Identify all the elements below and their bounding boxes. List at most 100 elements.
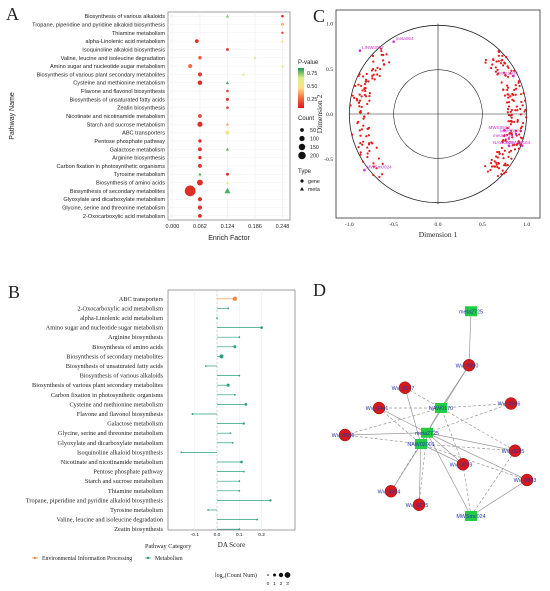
- pathway-label-b: Tropane, piperidine and pyridine alkaloi…: [26, 497, 164, 504]
- variable-point: [510, 116, 513, 119]
- variable-point: [351, 94, 354, 97]
- highlight-point: [363, 168, 366, 172]
- variable-point: [360, 105, 363, 109]
- network-edge: [344, 434, 422, 445]
- variable-point: [499, 62, 503, 65]
- variable-point: [517, 80, 521, 83]
- da-point: [232, 296, 237, 301]
- highlight-point: [507, 144, 511, 147]
- pathway-label-b: 2-Oxocarboxylic acid metabolism: [77, 305, 163, 312]
- da-point: [233, 345, 237, 349]
- count-legend-dot: [300, 128, 304, 132]
- variable-point: [375, 146, 378, 149]
- variable-point: [500, 81, 503, 84]
- variable-point: [490, 165, 494, 168]
- network-edge: [378, 407, 428, 434]
- x-tick-label-c: 0.5: [479, 222, 486, 228]
- meta-point: [280, 22, 285, 26]
- da-point: [227, 307, 230, 310]
- variable-point: [513, 88, 516, 92]
- variable-point: [360, 95, 363, 98]
- variable-point: [489, 161, 493, 165]
- variable-point: [372, 73, 375, 76]
- gene-point: [198, 56, 202, 60]
- pathway-label-b: Nicotinate and nicotinamide metabolism: [61, 459, 163, 466]
- variable-point: [510, 129, 513, 132]
- meta-point: [280, 64, 285, 68]
- gene-point: [194, 39, 199, 44]
- highlight-label: meta064: [396, 36, 414, 41]
- type-gene-label: gene: [308, 179, 320, 185]
- variable-point: [360, 84, 363, 87]
- variable-point: [509, 149, 513, 152]
- highlight-point: [520, 144, 524, 147]
- type-gene-symbol: [300, 179, 304, 183]
- legend-env-dot: [33, 556, 37, 560]
- size-legend-dot: [267, 574, 269, 576]
- pathway-label: Galactose metabolism: [110, 147, 166, 153]
- variable-point: [486, 170, 490, 173]
- variable-point: [358, 99, 362, 102]
- x-tick-label-a: 0.186: [248, 224, 262, 230]
- variable-point: [378, 74, 381, 78]
- pathway-label: Arginine biosynthesis: [112, 156, 165, 162]
- node-label: Wv_3154: [378, 489, 401, 495]
- variable-point: [353, 96, 356, 99]
- variable-point: [516, 120, 519, 123]
- variable-point: [522, 92, 525, 95]
- variable-point: [492, 58, 495, 61]
- variable-point: [502, 157, 505, 160]
- pathway-label: Biosynthesis of secondary metabolites: [70, 189, 165, 195]
- variable-point: [357, 101, 361, 104]
- metabolite-node: [415, 439, 427, 449]
- legend-pvalue-title: P-value: [298, 60, 319, 66]
- variable-point: [368, 91, 371, 95]
- variable-point: [494, 66, 497, 69]
- variable-point: [514, 93, 517, 96]
- gene-node: [520, 473, 534, 487]
- x-tick-label-c: -0.5: [389, 222, 398, 228]
- variable-point: [519, 113, 522, 116]
- variable-point: [383, 63, 386, 66]
- variable-point: [358, 129, 361, 132]
- pathway-label: Isoquinoline alkaloid biosynthesis: [82, 47, 165, 53]
- da-point: [260, 326, 263, 329]
- variable-point: [365, 80, 368, 83]
- pathway-label: Glyoxylate and dicarboxylate metabolism: [63, 197, 165, 203]
- variable-point: [498, 50, 501, 54]
- network-edge: [468, 311, 472, 366]
- variable-point: [380, 47, 383, 50]
- highlight-point: [503, 128, 506, 132]
- variable-point: [519, 127, 522, 130]
- highlight-point: [358, 49, 362, 52]
- variable-point: [506, 163, 509, 167]
- variable-point: [507, 66, 510, 70]
- pathway-label: Nicotinate and nicotinamide metabolism: [66, 114, 165, 120]
- variable-point: [513, 148, 517, 151]
- x-tick-label-b: -0.1: [191, 532, 200, 538]
- network-edge: [426, 432, 464, 465]
- pathway-label: Zeatin biosynthesis: [117, 106, 165, 112]
- variable-point: [372, 60, 375, 63]
- legend-category-title: Pathway Category: [145, 543, 192, 550]
- y-tick-label-c: 0.0: [326, 112, 333, 118]
- da-point: [207, 509, 210, 511]
- da-point: [204, 365, 207, 367]
- variable-point: [365, 72, 368, 76]
- variable-point: [511, 136, 514, 139]
- variable-point: [484, 165, 487, 168]
- variable-point: [507, 96, 510, 99]
- y-tick-label-c: 1.0: [326, 22, 333, 28]
- metabolite-node: [465, 306, 477, 317]
- highlight-point: [514, 132, 518, 136]
- variable-point: [501, 64, 505, 67]
- metabolite-node: [421, 427, 433, 438]
- variable-point: [496, 174, 500, 178]
- variable-point: [509, 72, 512, 75]
- type-meta-label: meta: [308, 187, 320, 193]
- variable-point: [521, 104, 524, 107]
- x-axis-title-b: DA Score: [218, 541, 245, 549]
- variable-point: [376, 73, 379, 76]
- variable-point: [506, 133, 509, 137]
- pathway-label-b: Tyrosine metabolism: [110, 507, 163, 514]
